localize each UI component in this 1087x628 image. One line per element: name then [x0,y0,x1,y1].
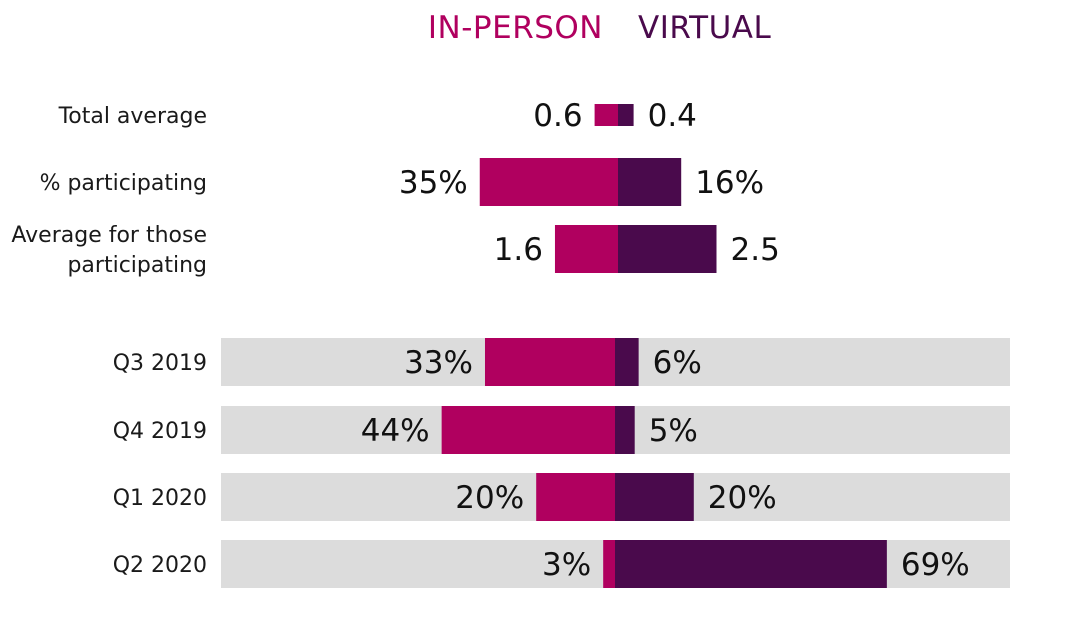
bar-in-person-0-0 [594,104,618,126]
plot-area: 0.6 0.4 Total average 35% 16% % participating… [11,98,1010,588]
value-label-in-person-1-3: 3% [542,547,591,583]
row-label-1-2: Q1 2020 [113,486,207,511]
bar-virtual-0-1 [618,158,682,206]
bar-virtual-0-2 [618,225,717,273]
row-label-0-2-line-0: Average for those [11,223,207,248]
bar-in-person-1-1 [441,406,615,454]
row-label-1-3: Q2 2020 [113,553,207,578]
bar-in-person-0-2 [554,225,618,273]
value-label-in-person-0-1: 35% [399,165,468,201]
bar-virtual-1-3 [615,540,887,588]
bar-virtual-1-2 [615,473,694,521]
legend: IN-PERSON VIRTUAL [428,10,771,46]
value-label-in-person-1-2: 20% [455,480,524,516]
value-label-virtual-0-1: 16% [695,165,764,201]
row-label-1-1: Q4 2019 [113,419,207,444]
bar-in-person-1-0 [484,338,615,386]
bar-virtual-1-1 [615,406,635,454]
bar-in-person-1-2 [536,473,615,521]
row-label-1-0: Q3 2019 [113,351,207,376]
value-label-in-person-1-1: 44% [361,413,430,449]
bar-virtual-0-0 [618,104,634,126]
value-label-virtual-1-2: 20% [708,480,777,516]
value-label-in-person-1-0: 33% [404,345,473,381]
legend-item-in-person: IN-PERSON [428,10,603,46]
value-label-in-person-0-0: 0.6 [533,98,582,134]
bar-in-person-0-1 [479,158,618,206]
row-label-0-0: Total average [58,104,207,129]
value-label-in-person-0-2: 1.6 [494,232,543,268]
row-label-0-1: % participating [40,171,207,196]
bar-virtual-1-0 [615,338,639,386]
row-label-0-2-line-1: participating [67,253,207,278]
value-label-virtual-1-3: 69% [901,547,970,583]
value-label-virtual-1-1: 5% [649,413,698,449]
value-label-virtual-0-0: 0.4 [648,98,697,134]
legend-item-virtual: VIRTUAL [638,10,771,46]
bar-in-person-1-3 [603,540,615,588]
value-label-virtual-0-2: 2.5 [731,232,780,268]
value-label-virtual-1-0: 6% [653,345,702,381]
